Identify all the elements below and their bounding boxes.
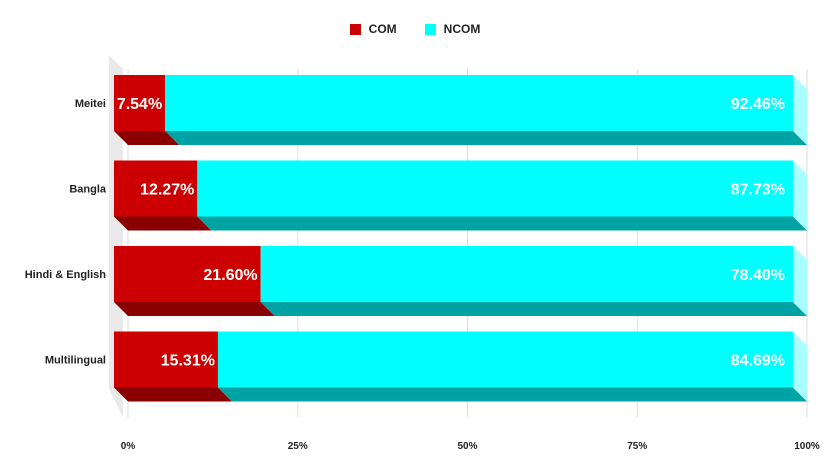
legend-label-com: COM [368, 22, 397, 36]
category-label: Bangla [69, 184, 107, 196]
data-label-ncom: 92.46% [731, 96, 785, 113]
category-label: Multilingual [45, 355, 106, 367]
bar-com-bottom-face [114, 216, 212, 231]
legend: COM NCOM [0, 22, 830, 36]
legend-item-com[interactable]: COM [349, 22, 397, 36]
bar-ncom-bottom-face [165, 131, 807, 145]
bar-ncom [197, 160, 793, 217]
bar-com [114, 331, 218, 388]
legend-label-ncom: NCOM [443, 22, 481, 36]
data-label-com: 12.27% [140, 182, 194, 199]
data-label-com: 15.31% [161, 353, 215, 370]
bar-ncom-bottom-face [217, 387, 807, 402]
bar-com [114, 160, 198, 217]
category-label: Meitei [75, 98, 106, 110]
bar-ncom-end-face [793, 75, 807, 145]
bar-ncom [260, 246, 793, 302]
x-tick-label: 50% [457, 441, 477, 452]
data-label-com: 7.54% [117, 96, 162, 113]
x-tick-label: 25% [288, 441, 308, 452]
data-label-ncom: 78.40% [731, 267, 785, 284]
bar-com [114, 246, 261, 302]
bar-ncom-bottom-face [260, 302, 807, 316]
bar-com [114, 75, 166, 131]
category-label: Hindi & English [25, 269, 107, 281]
data-label-com: 21.60% [203, 267, 257, 284]
data-label-ncom: 87.73% [731, 182, 785, 199]
bar-ncom [165, 75, 793, 131]
bar-ncom-end-face [793, 331, 807, 402]
left-wall [109, 55, 123, 417]
bar-com-bottom-face [114, 302, 275, 316]
bar-ncom-bottom-face [197, 216, 807, 231]
legend-swatch-ncom [424, 23, 436, 35]
x-tick-label: 0% [121, 441, 136, 452]
bar-com-bottom-face [114, 131, 180, 145]
bar-ncom-end-face [793, 246, 807, 316]
bar-com-bottom-face [114, 387, 232, 402]
bar-ncom-end-face [793, 160, 807, 231]
bar-ncom [217, 331, 793, 388]
legend-swatch-com [349, 23, 361, 35]
data-label-ncom: 84.69% [731, 353, 785, 370]
x-tick-label: 75% [627, 441, 647, 452]
legend-item-ncom[interactable]: NCOM [424, 22, 481, 36]
x-tick-label: 100% [794, 441, 820, 452]
